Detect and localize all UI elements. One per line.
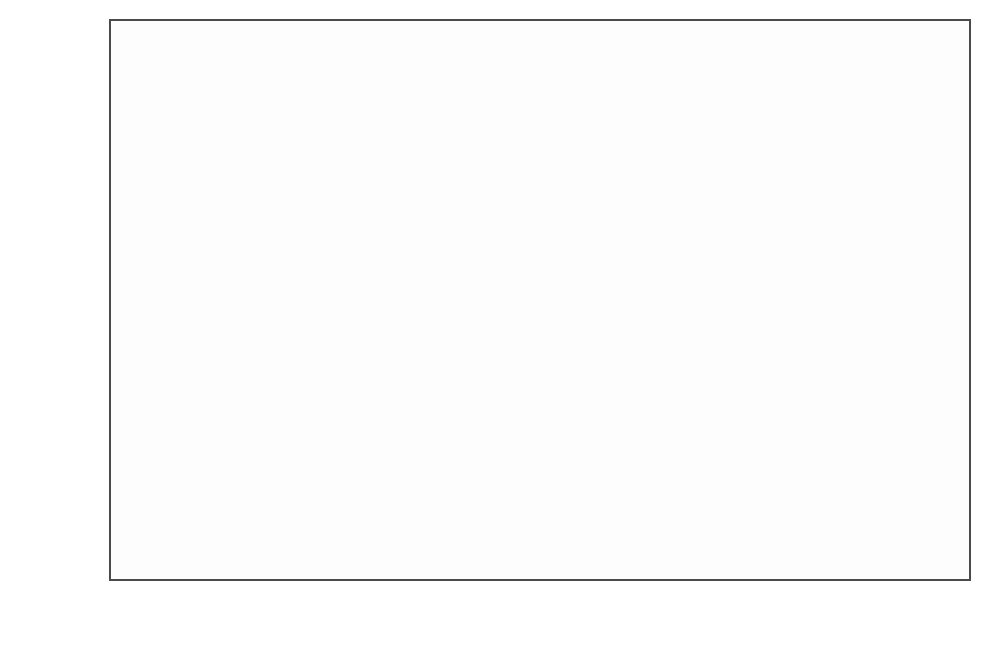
chart-container <box>0 0 1000 657</box>
line-chart <box>0 0 1000 657</box>
